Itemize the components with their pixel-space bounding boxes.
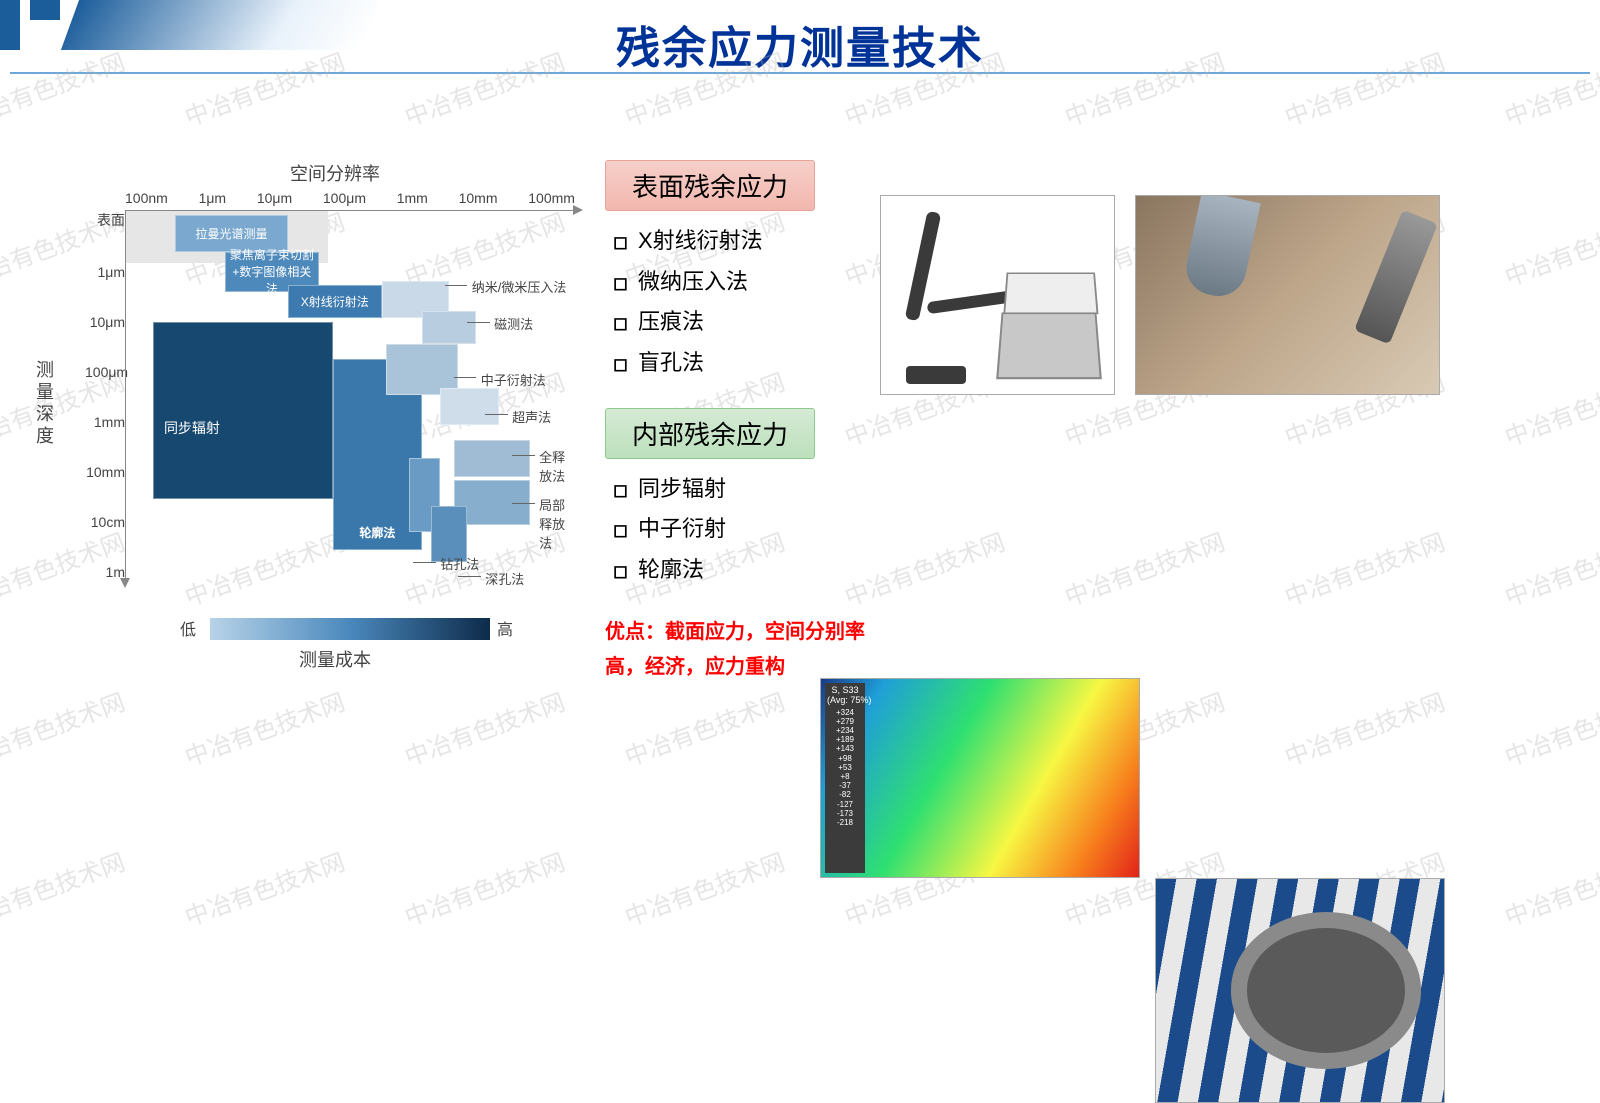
y-tick: 10μm <box>85 314 125 330</box>
surface-header: 表面残余应力 <box>605 160 815 211</box>
watermark: 中冶有色技术网 <box>619 842 789 932</box>
x-tick: 1mm <box>397 190 428 210</box>
legend-gradient <box>210 618 490 640</box>
robot-arm-image <box>880 195 1115 395</box>
x-tick: 10μm <box>257 190 292 210</box>
watermark: 中冶有色技术网 <box>1499 682 1600 772</box>
internal-header: 内部残余应力 <box>605 408 815 459</box>
method-annotation: 纳米/微米压入法 <box>472 277 567 296</box>
y-tick: 1mm <box>85 414 125 430</box>
x-axis-ticks: 100nm 1μm 10μm 100μm 1mm 10mm 100mm <box>125 190 575 210</box>
y-tick: 100μm <box>85 364 125 380</box>
text-column: 表面残余应力 X射线衍射法微纳压入法压痕法盲孔法 内部残余应力 同步辐射中子衍射… <box>605 160 875 685</box>
method-annotation: 中子衍射法 <box>481 370 546 389</box>
y-axis-title: 测量深度 <box>31 360 57 448</box>
methods-chart: 空间分辨率 100nm1μm10μm100μm1mm10mm100mm 表面1μ… <box>95 160 575 700</box>
legend-title: 测量成本 <box>95 646 575 672</box>
method-rect <box>422 311 476 344</box>
plot-area: 拉曼光谱测量聚焦离子束切割+数字图像相关法X射线衍射法X射线逐层剥离同步辐射轮廓… <box>125 210 575 580</box>
list-item: 盲孔法 <box>613 343 875 384</box>
watermark: 中冶有色技术网 <box>399 842 569 932</box>
x-tick: 100nm <box>125 190 168 210</box>
y-tick: 1μm <box>85 264 125 280</box>
list-item: 轮廓法 <box>613 550 875 591</box>
method-annotation: 钻孔法 <box>440 554 479 573</box>
y-tick: 表面 <box>85 210 125 230</box>
method-rect <box>454 440 530 477</box>
method-rect: X射线衍射法 <box>288 285 382 318</box>
y-tick: 1m <box>85 564 125 580</box>
watermark: 中冶有色技术网 <box>1499 842 1600 932</box>
watermark: 中冶有色技术网 <box>619 682 789 772</box>
list-item: 同步辐射 <box>613 469 875 510</box>
watermark: 中冶有色技术网 <box>179 842 349 932</box>
page-title: 残余应力测量技术 <box>0 12 1600 76</box>
x-axis-title: 空间分辨率 <box>95 160 575 186</box>
watermark: 中冶有色技术网 <box>1499 522 1600 612</box>
method-annotation: 磁测法 <box>494 314 533 333</box>
method-annotation: 深孔法 <box>485 569 524 588</box>
method-rect: 同步辐射 <box>153 322 333 499</box>
machine-tool-image <box>1155 878 1445 1103</box>
fea-contour-image: S, S33 (Avg: 75%) +324+279+234+189+143+9… <box>820 678 1140 878</box>
x-tick: 100μm <box>323 190 366 210</box>
list-item: X射线衍射法 <box>613 221 875 262</box>
watermark: 中冶有色技术网 <box>1279 522 1449 612</box>
legend-high: 高 <box>497 616 513 640</box>
method-annotation: 超声法 <box>512 407 551 426</box>
legend-low: 低 <box>180 616 196 640</box>
surface-methods-list: X射线衍射法微纳压入法压痕法盲孔法 <box>605 221 875 384</box>
title-underline <box>10 72 1590 74</box>
x-tick: 10mm <box>459 190 498 210</box>
watermark: 中冶有色技术网 <box>1279 682 1449 772</box>
y-axis-ticks: 表面 1μm 10μm 100μm 1mm 10mm 10cm 1m <box>85 210 125 580</box>
watermark: 中冶有色技术网 <box>1499 362 1600 452</box>
indentation-image <box>1135 195 1440 395</box>
x-tick: 100mm <box>528 190 575 210</box>
internal-methods-list: 同步辐射中子衍射轮廓法 <box>605 469 875 591</box>
list-item: 压痕法 <box>613 302 875 343</box>
watermark: 中冶有色技术网 <box>1059 522 1229 612</box>
fea-legend: S, S33 (Avg: 75%) +324+279+234+189+143+9… <box>825 683 865 873</box>
list-item: 中子衍射 <box>613 509 875 550</box>
method-annotation: 局部释放法 <box>539 495 575 552</box>
watermark: 中冶有色技术网 <box>1499 202 1600 292</box>
watermark: 中冶有色技术网 <box>0 842 129 932</box>
y-tick: 10mm <box>85 464 125 480</box>
method-rect <box>440 388 498 425</box>
advantage-text: 优点：截面应力，空间分别率高，经济，应力重构 <box>605 615 875 685</box>
method-annotation: 全释放法 <box>539 447 575 485</box>
x-tick: 1μm <box>199 190 227 210</box>
list-item: 微纳压入法 <box>613 262 875 303</box>
y-tick: 10cm <box>85 514 125 530</box>
